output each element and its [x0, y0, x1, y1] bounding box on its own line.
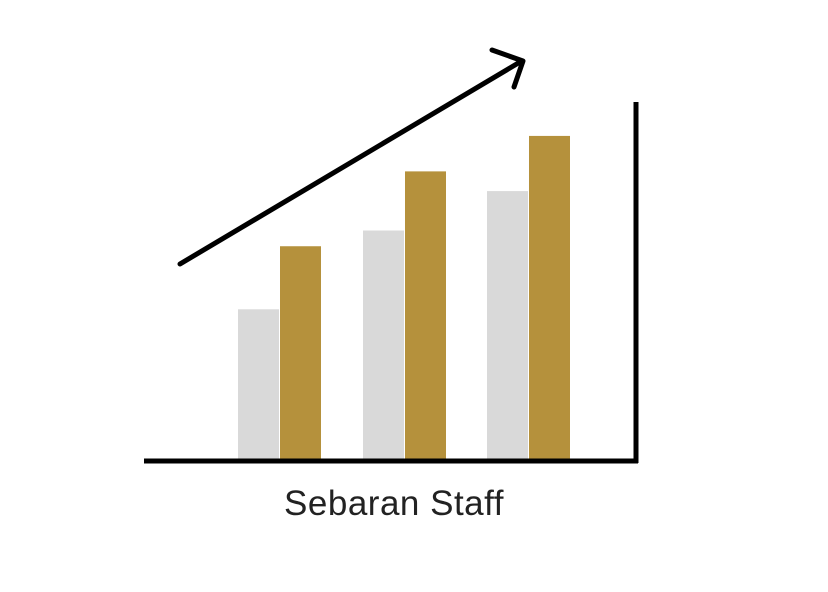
bar-group-3-series-1 — [487, 191, 528, 459]
bar-group-2-series-2 — [405, 171, 446, 459]
bars-layer — [238, 135, 570, 460]
bar-group-3-series-2 — [529, 135, 570, 460]
trend-arrow-shaft — [177, 59, 523, 267]
bar-group-2-series-1 — [363, 230, 404, 459]
bar-group-1-series-2 — [280, 246, 321, 459]
chart-title: Sebaran Staff — [284, 484, 504, 523]
trend-arrow-head — [489, 47, 526, 90]
bar-group-1-series-1 — [238, 309, 279, 459]
